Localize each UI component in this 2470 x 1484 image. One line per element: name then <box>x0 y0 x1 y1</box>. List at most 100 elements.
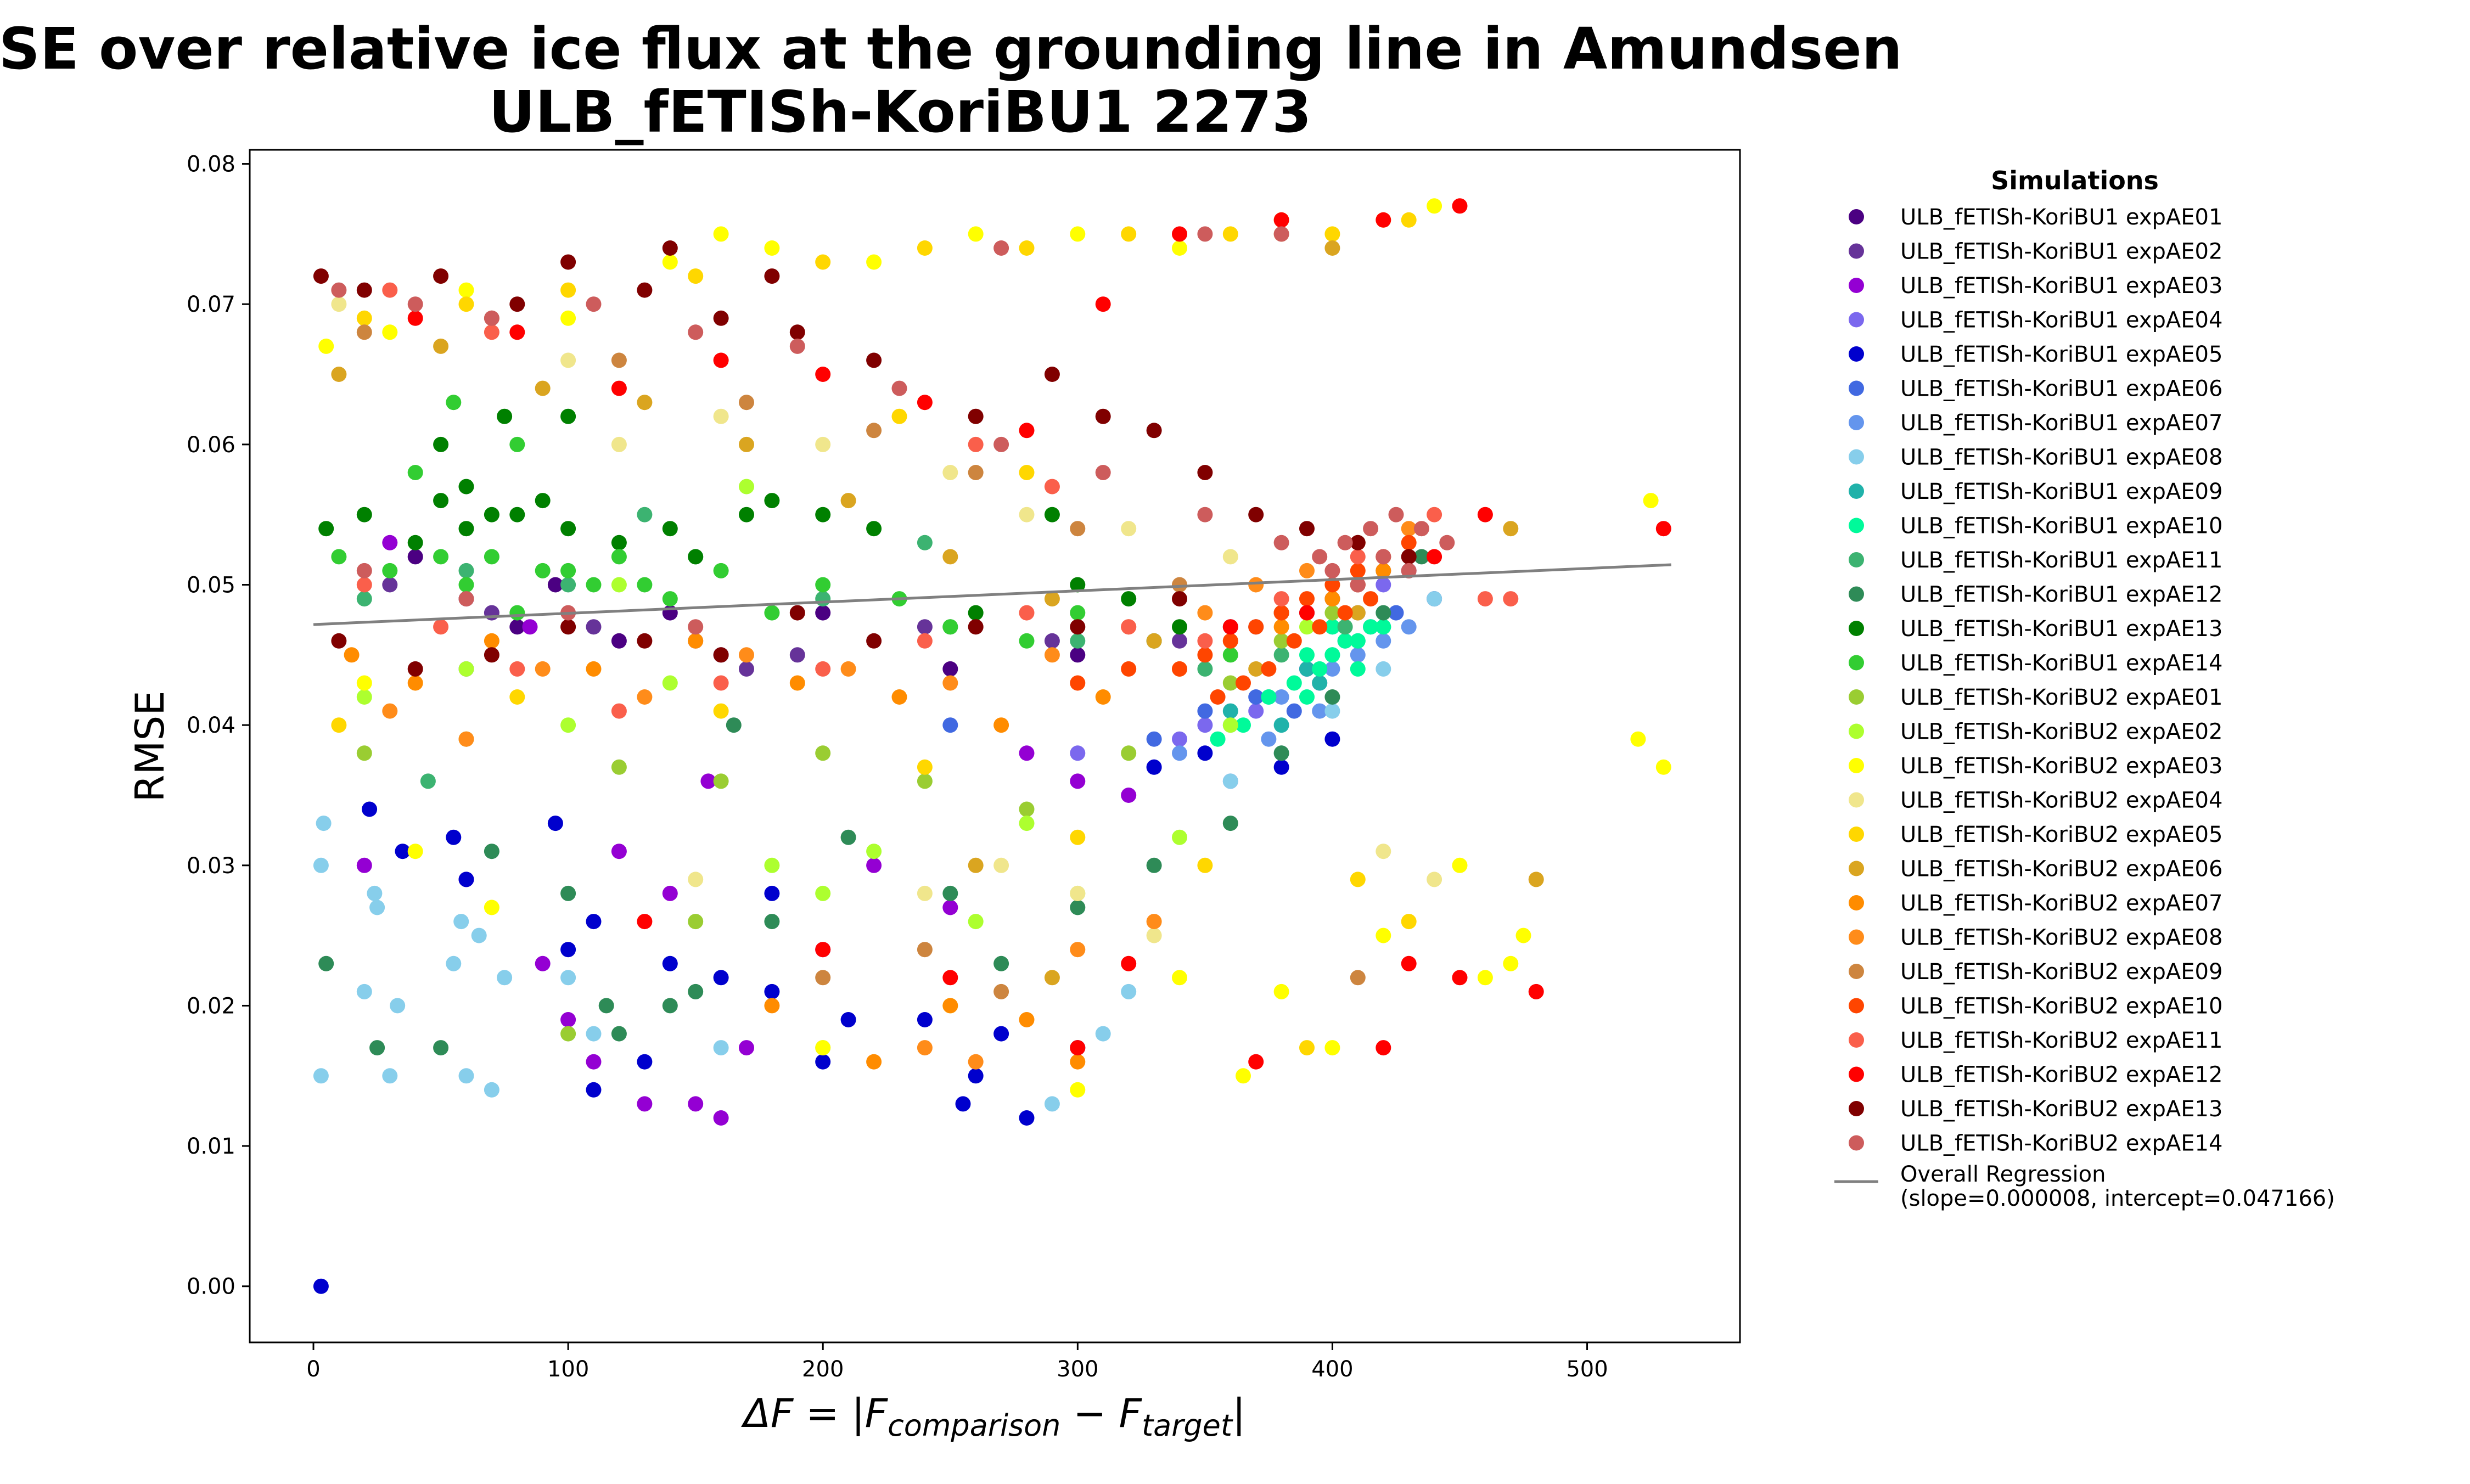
scatter-point-s21-8 <box>993 717 1009 733</box>
scatter-point-s16-13 <box>1299 619 1315 635</box>
scatter-point-s24-1 <box>1172 661 1187 677</box>
scatter-point-s26-17 <box>1477 507 1493 522</box>
scatter-point-s26-22 <box>1121 955 1137 971</box>
scatter-point-s19-21 <box>1019 465 1035 480</box>
scatter-point-s28-2 <box>407 296 423 312</box>
scatter-point-s9-7 <box>1273 717 1289 733</box>
scatter-point-s17-27 <box>1515 928 1531 943</box>
scatter-point-s6-4 <box>1248 689 1264 705</box>
legend-label-10: ULB_fETISh-KoriBU1 expAE10 <box>1900 514 2222 539</box>
scatter-point-s2-6 <box>917 619 933 635</box>
x-tick-label-2: 100 <box>547 1357 589 1382</box>
scatter-point-s27-24 <box>713 647 729 663</box>
scatter-point-s28-12 <box>1312 549 1328 565</box>
scatter-point-s21-3 <box>484 633 499 649</box>
scatter-point-s16-2 <box>458 661 474 677</box>
scatter-point-s10-12 <box>1324 619 1340 635</box>
scatter-point-s25-9 <box>1121 619 1137 635</box>
scatter-point-s22-17 <box>1070 942 1086 958</box>
scatter-point-s28-9 <box>1095 465 1111 480</box>
scatter-point-s15-12 <box>688 914 704 930</box>
scatter-point-s17-16 <box>407 844 423 859</box>
x-tick-label-4: 300 <box>1057 1357 1098 1382</box>
scatter-point-s13-19 <box>1121 591 1137 607</box>
scatter-point-s11-3 <box>560 577 576 593</box>
scatter-point-s25-2 <box>433 619 449 635</box>
scatter-point-s22-2 <box>458 731 474 747</box>
scatter-point-s13-2 <box>356 507 372 522</box>
scatter-point-s21-5 <box>688 633 704 649</box>
scatter-point-s16-1 <box>356 689 372 705</box>
axes-frame <box>249 149 1741 1344</box>
scatter-point-s16-3 <box>560 717 576 733</box>
scatter-point-s10-8 <box>1286 675 1302 691</box>
scatter-point-s18-10 <box>1222 549 1238 565</box>
legend-marker-6 <box>1849 380 1864 396</box>
scatter-point-s12-7 <box>611 1026 627 1042</box>
scatter-point-s24-10 <box>1401 535 1417 550</box>
legend: Simulations ULB_fETISh-KoriBU1 expAE01 UL… <box>1834 166 2335 1211</box>
scatter-point-s20-13 <box>1503 521 1519 537</box>
scatter-point-s24-15 <box>1312 619 1328 635</box>
scatter-point-s19-8 <box>1121 226 1137 242</box>
scatter-point-s14-9 <box>586 577 602 593</box>
legend-label-25: ULB_fETISh-KoriBU2 expAE11 <box>1900 1028 2222 1053</box>
scatter-point-s25-13 <box>1427 507 1442 522</box>
scatter-point-s5-23 <box>637 1054 653 1070</box>
legend-regression-label: Overall Regression <box>1900 1162 2106 1187</box>
scatter-point-s12-21 <box>1413 549 1429 565</box>
scatter-point-s14-8 <box>560 563 576 578</box>
scatter-point-s2-3 <box>586 619 602 635</box>
scatter-point-s15-11 <box>1324 605 1340 621</box>
scatter-point-s12-3 <box>433 1040 449 1056</box>
scatter-point-s20-8 <box>1044 591 1060 607</box>
scatter-point-s5-9 <box>713 970 729 986</box>
scatter-point-s19-17 <box>1197 857 1213 873</box>
scatter-point-s3-14 <box>1121 788 1137 803</box>
series-18 <box>331 268 1442 943</box>
scatter-point-s18-14 <box>1146 928 1162 943</box>
scatter-point-s24-4 <box>1248 619 1264 635</box>
legend-marker-19 <box>1849 827 1864 842</box>
x-label-close: | <box>1232 1390 1245 1437</box>
scatter-point-s13-16 <box>968 605 984 621</box>
scatter-point-s19-10 <box>1324 226 1340 242</box>
y-axis-label: RMSE <box>127 690 173 802</box>
scatter-point-s18-8 <box>1019 507 1035 522</box>
scatter-point-s3-16 <box>637 1096 653 1112</box>
scatter-point-s21-9 <box>1095 689 1111 705</box>
legend-marker-26 <box>1849 1066 1864 1082</box>
legend-label-22: ULB_fETISh-KoriBU2 expAE08 <box>1900 925 2222 951</box>
scatter-point-s14-7 <box>535 563 551 578</box>
series-12 <box>318 549 1429 1056</box>
legend-title: Simulations <box>1991 166 2159 195</box>
scatter-point-s19-16 <box>1070 829 1086 845</box>
x-label-delta: ΔF <box>741 1390 794 1436</box>
scatter-point-s26-6 <box>917 395 933 411</box>
scatter-point-s25-17 <box>484 324 499 340</box>
scatter-point-s8-4 <box>356 983 372 999</box>
scatter-point-s8-14 <box>497 970 513 986</box>
scatter-point-s10-5 <box>1363 619 1379 635</box>
scatter-point-s17-31 <box>1236 1068 1251 1084</box>
scatter-point-s23-13 <box>993 983 1009 999</box>
scatter-point-s3-10 <box>866 857 882 873</box>
scatter-point-s15-5 <box>815 745 831 761</box>
scatter-point-s13-1 <box>318 521 334 537</box>
scatter-point-s19-3 <box>560 282 576 298</box>
scatter-point-s8-26 <box>1427 591 1442 607</box>
scatter-point-s1-1 <box>407 549 423 565</box>
scatter-point-s8-12 <box>471 928 487 943</box>
legend-marker-24 <box>1849 998 1864 1014</box>
scatter-point-s10-3 <box>1337 633 1353 649</box>
legend-label-18: ULB_fETISh-KoriBU2 expAE04 <box>1900 788 2222 813</box>
scatter-point-s24-13 <box>1261 661 1277 677</box>
scatter-point-s16-11 <box>1172 829 1187 845</box>
scatter-point-s20-10 <box>1248 661 1264 677</box>
scatter-point-s22-11 <box>1248 577 1264 593</box>
scatter-point-s8-16 <box>586 1026 602 1042</box>
legend-label-17: ULB_fETISh-KoriBU2 expAE03 <box>1900 754 2222 779</box>
scatter-point-s8-20 <box>1095 1026 1111 1042</box>
scatter-point-s10-10 <box>1236 717 1251 733</box>
scatter-point-s19-15 <box>917 759 933 775</box>
